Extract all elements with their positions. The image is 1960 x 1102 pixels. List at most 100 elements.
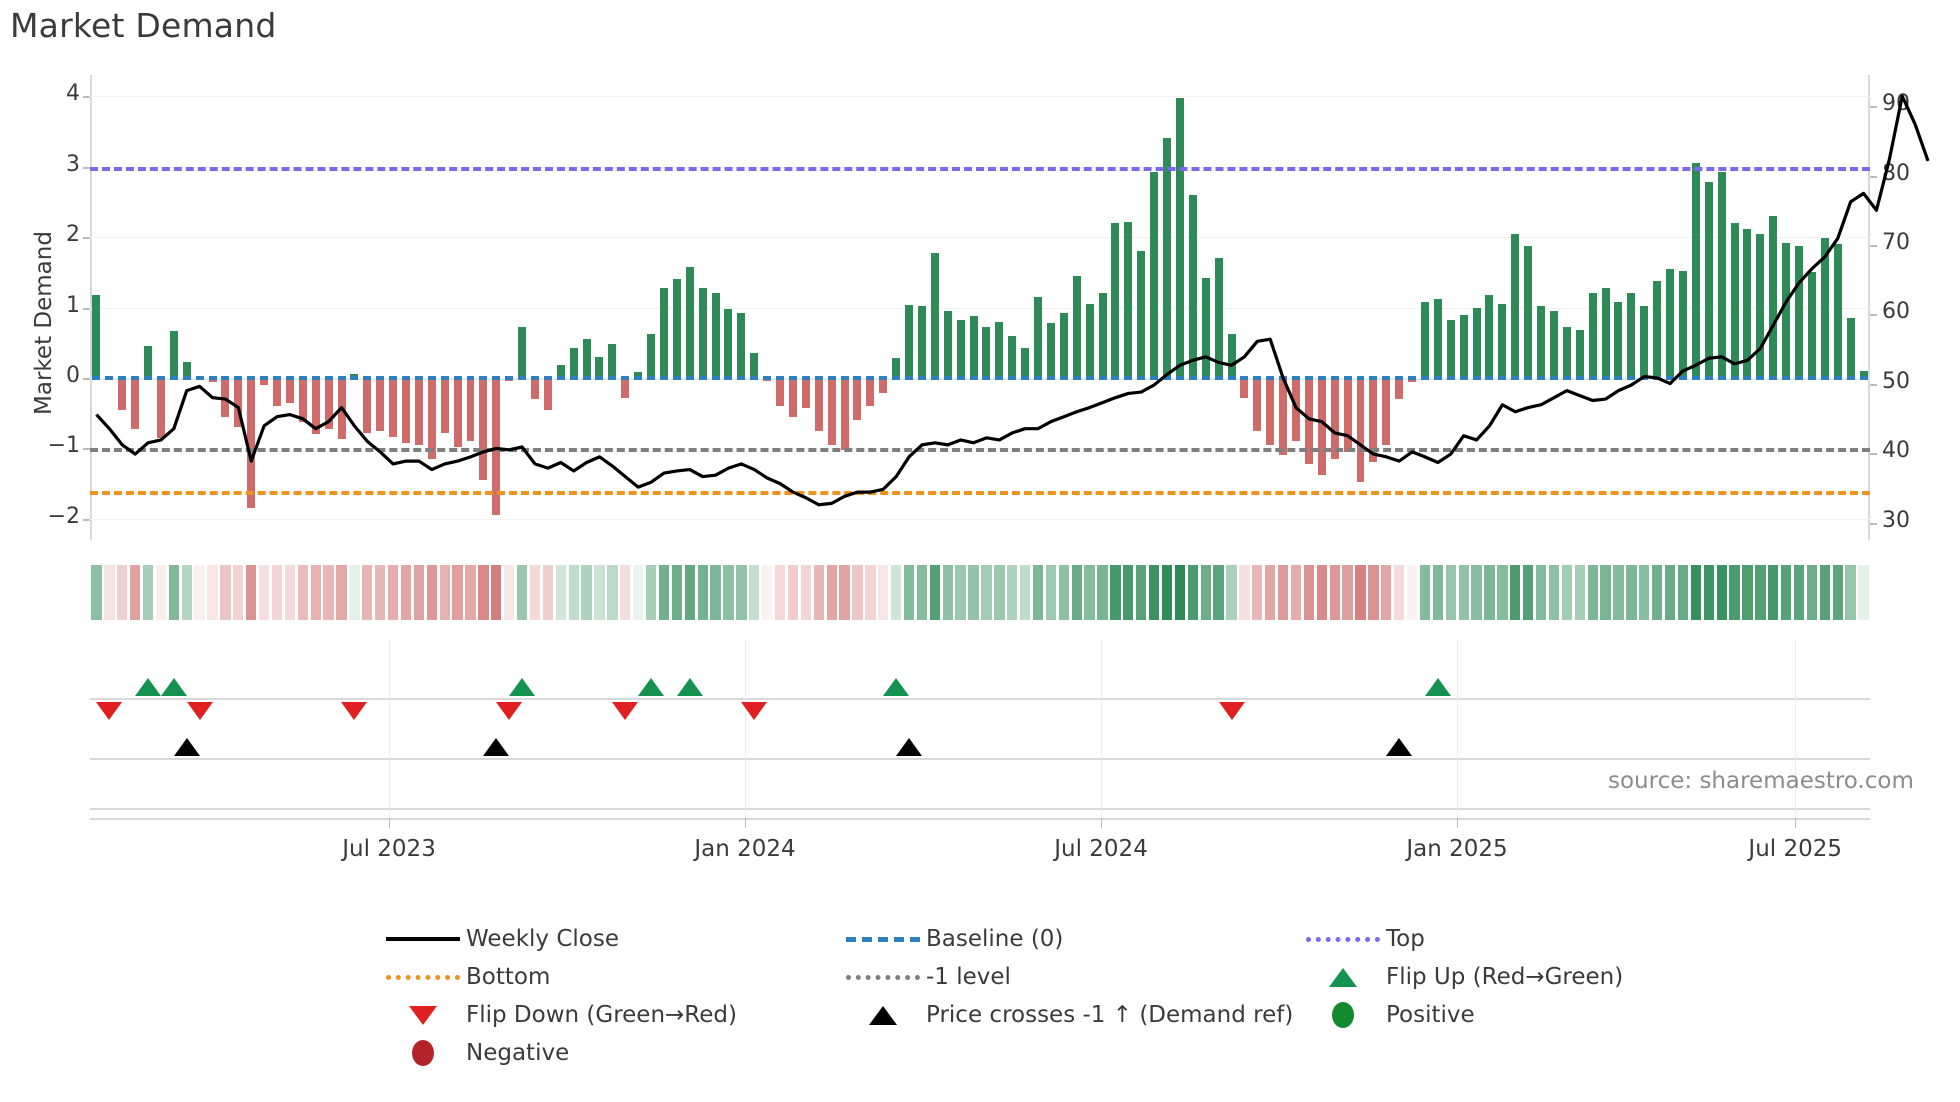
x-axis-tick-label: Jul 2023 (342, 836, 436, 862)
baseline-segment (956, 375, 965, 380)
legend-item[interactable]: Top (1300, 920, 1740, 958)
demand-bar (1227, 334, 1236, 378)
flip-up-marker (160, 678, 187, 696)
heatmap-cell (1148, 565, 1160, 620)
heatmap-cell (1471, 565, 1482, 620)
heatmap-cell (1058, 565, 1069, 620)
heatmap-cell (1484, 565, 1495, 620)
heatmap-cell (736, 565, 747, 620)
demand-bar (1782, 242, 1791, 378)
demand-bar (1421, 301, 1429, 378)
demand-bar (569, 348, 578, 378)
baseline-segment (943, 375, 952, 380)
legend-item[interactable]: Weekly Close (380, 920, 840, 958)
legend-swatch (846, 936, 920, 942)
baseline-segment (1820, 375, 1829, 380)
baseline-segment (621, 375, 630, 380)
demand-bar (247, 377, 256, 509)
heatmap-cell (1639, 565, 1650, 620)
legend-item[interactable]: Negative (380, 1034, 840, 1072)
baseline-segment (1678, 375, 1687, 380)
legend-item[interactable] (1300, 1034, 1740, 1072)
legend-label: Top (1386, 926, 1425, 952)
price-cross-marker (1386, 738, 1413, 756)
demand-bar (466, 377, 475, 442)
heatmap-cell (439, 565, 450, 620)
heatmap-cell (878, 565, 889, 620)
demand-bar (1201, 277, 1210, 378)
demand-bar (1072, 275, 1081, 378)
baseline-segment (1446, 375, 1455, 380)
demand-bar (1175, 97, 1184, 378)
y-axis-left-tick: −1 (47, 433, 80, 459)
x-axis-tick-label: Jan 2024 (694, 836, 796, 862)
demand-bar (1459, 314, 1468, 378)
demand-bar (1807, 272, 1816, 378)
legend-swatch (409, 1005, 437, 1025)
legend-item[interactable]: Flip Down (Green→Red) (380, 996, 840, 1034)
demand-bar (1330, 377, 1339, 459)
legend-swatch (1329, 967, 1357, 987)
y-axis-right-tick: 70 (1882, 230, 1910, 256)
baseline-segment (1511, 375, 1520, 380)
baseline-segment (814, 375, 823, 380)
legend-key-line-dotted-purple (1300, 936, 1386, 942)
x-tick-mark (1101, 818, 1103, 828)
baseline-segment (131, 375, 140, 380)
legend-item[interactable]: Price crosses -1 ↑ (Demand ref) (840, 996, 1300, 1034)
demand-bar (1021, 348, 1030, 378)
heatmap-cell (1523, 565, 1534, 620)
demand-bar (1408, 377, 1417, 383)
baseline-segment (840, 375, 849, 380)
heatmap-cell (452, 565, 463, 620)
y-tick-mark (83, 307, 90, 310)
baseline-segment (930, 375, 939, 380)
heatmap-cell (194, 565, 205, 620)
baseline-segment (1769, 375, 1778, 380)
y-tick-mark (83, 448, 90, 451)
demand-bar (840, 377, 849, 450)
demand-bar (311, 377, 320, 435)
baseline-segment (1433, 375, 1442, 380)
legend-item[interactable]: Baseline (0) (840, 920, 1300, 958)
heatmap-cell (155, 565, 167, 620)
weekly-close-line (95, 94, 1930, 507)
legend-label: Bottom (466, 964, 551, 990)
heatmap-cell (168, 565, 179, 620)
baseline-segment (1034, 375, 1043, 380)
baseline-segment (1304, 375, 1313, 380)
heatmap-cell (117, 565, 128, 620)
demand-bar (324, 377, 333, 429)
heatmap-cell (1110, 565, 1121, 620)
baseline-segment (1175, 375, 1184, 380)
heatmap-cell (865, 565, 876, 620)
demand-bar (982, 327, 991, 378)
legend-item[interactable] (840, 1034, 1300, 1072)
demand-bar (1562, 327, 1571, 378)
demand-bar (879, 377, 888, 394)
heatmap-cell (697, 565, 708, 620)
legend-item[interactable]: Bottom (380, 958, 840, 996)
demand-bar (350, 373, 359, 378)
heatmap-cell (1548, 565, 1560, 620)
demand-bar (801, 377, 810, 408)
legend-swatch (386, 937, 460, 941)
baseline-segment (879, 375, 888, 380)
y-axis-right-tick: 90 (1882, 91, 1910, 117)
legend-item[interactable]: Positive (1300, 996, 1740, 1034)
legend-item[interactable]: Flip Up (Red→Green) (1300, 958, 1740, 996)
baseline-segment (1588, 375, 1597, 380)
baseline-segment (234, 375, 243, 380)
baseline-segment (1846, 375, 1855, 380)
legend-item[interactable]: -1 level (840, 958, 1300, 996)
baseline-segment (1214, 375, 1223, 380)
demand-bar (1098, 293, 1107, 378)
demand-bar (1163, 138, 1171, 378)
baseline-segment (801, 375, 810, 380)
heatmap-cell (336, 565, 347, 620)
demand-bar (1743, 228, 1752, 378)
y-tick-mark-right (1870, 106, 1877, 109)
heatmap-cell (749, 565, 760, 620)
y-axis-right-tick: 60 (1882, 299, 1910, 325)
heatmap-cell (1200, 565, 1211, 620)
